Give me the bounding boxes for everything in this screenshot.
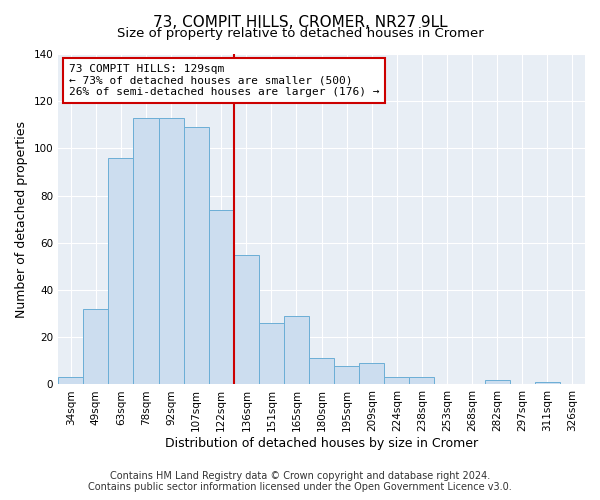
- Bar: [83, 309, 109, 384]
- Text: 73, COMPIT HILLS, CROMER, NR27 9LL: 73, COMPIT HILLS, CROMER, NR27 9LL: [152, 15, 448, 30]
- Bar: [359, 363, 385, 384]
- Bar: [309, 358, 334, 384]
- Bar: [133, 118, 158, 384]
- Bar: [184, 127, 209, 384]
- Bar: [485, 380, 510, 384]
- Text: Contains HM Land Registry data © Crown copyright and database right 2024.
Contai: Contains HM Land Registry data © Crown c…: [88, 471, 512, 492]
- Bar: [409, 378, 434, 384]
- Bar: [259, 323, 284, 384]
- Bar: [158, 118, 184, 384]
- Bar: [58, 378, 83, 384]
- Bar: [109, 158, 133, 384]
- Bar: [284, 316, 309, 384]
- Bar: [535, 382, 560, 384]
- Bar: [334, 366, 359, 384]
- Y-axis label: Number of detached properties: Number of detached properties: [15, 120, 28, 318]
- Text: Size of property relative to detached houses in Cromer: Size of property relative to detached ho…: [116, 28, 484, 40]
- Bar: [385, 378, 409, 384]
- Text: 73 COMPIT HILLS: 129sqm
← 73% of detached houses are smaller (500)
26% of semi-d: 73 COMPIT HILLS: 129sqm ← 73% of detache…: [69, 64, 379, 97]
- X-axis label: Distribution of detached houses by size in Cromer: Distribution of detached houses by size …: [165, 437, 478, 450]
- Bar: [234, 254, 259, 384]
- Bar: [209, 210, 234, 384]
